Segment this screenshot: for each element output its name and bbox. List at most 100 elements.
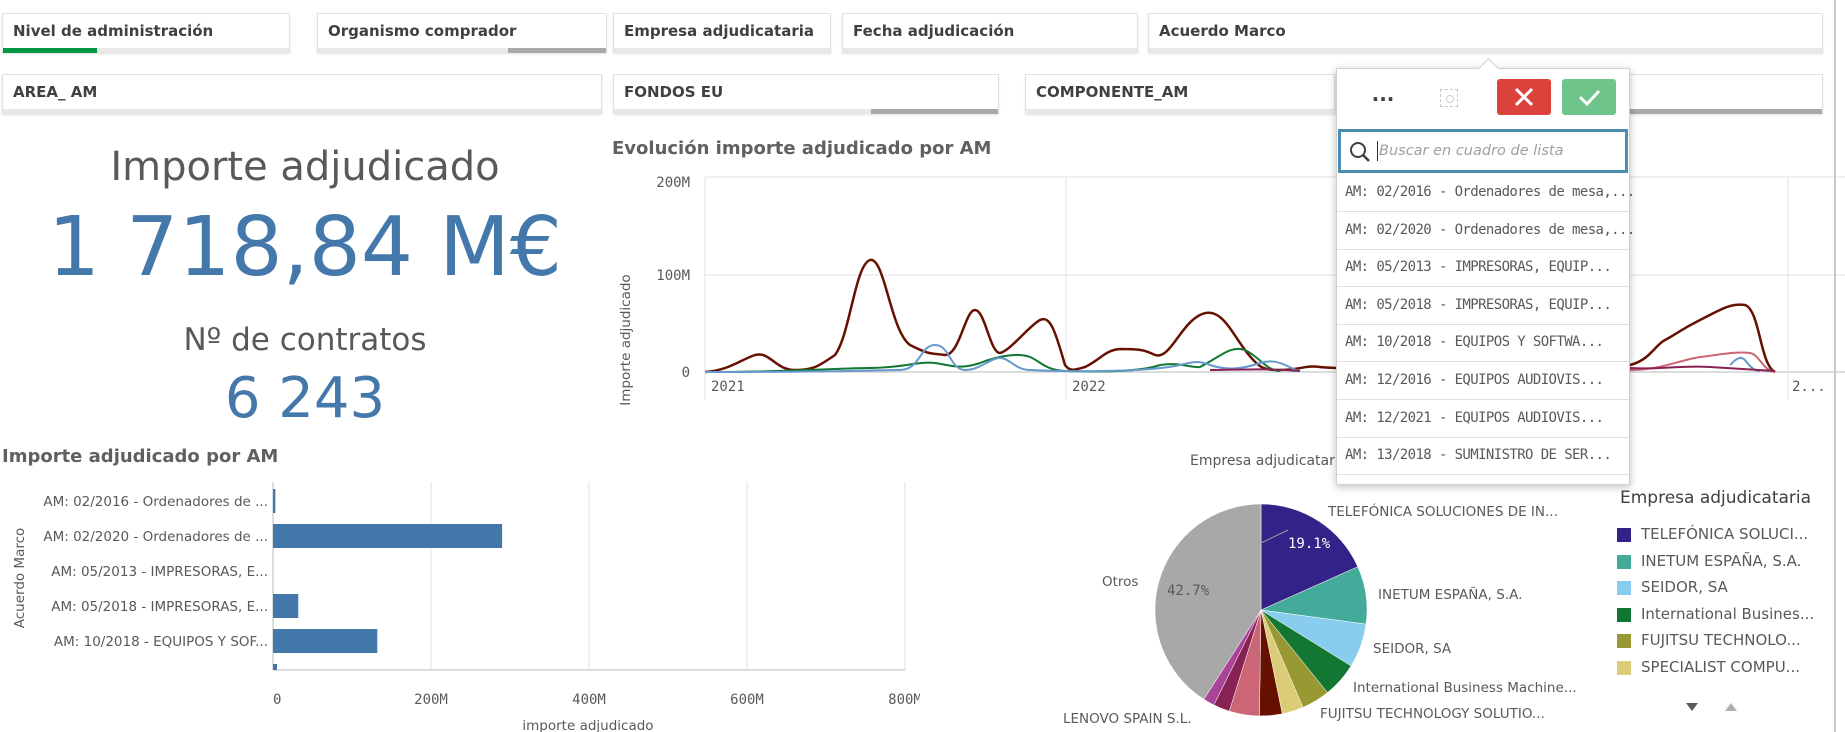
acuerdo-marco-listbox-popup: ... Buscar en cuadro de lista AM: 02/201… bbox=[1336, 57, 1635, 485]
listbox-item[interactable]: AM: 12/2021 - EQUIPOS AUDIOVIS... bbox=[1337, 401, 1629, 438]
pie-slice-0[interactable] bbox=[1260, 503, 1359, 611]
filter-label: FONDOS EU bbox=[624, 83, 724, 101]
filter-r1-4[interactable]: Acuerdo Marco bbox=[1148, 13, 1823, 53]
series-line-green bbox=[704, 347, 1281, 373]
listbox-search-field[interactable]: Buscar en cuadro de lista bbox=[1338, 129, 1628, 173]
legend-label: INETUM ESPAÑA, S.A. bbox=[1641, 551, 1802, 570]
excluded-segment bbox=[871, 109, 998, 114]
listbox-item[interactable]: AM: 02/2016 - Ordenadores de mesa,... bbox=[1337, 175, 1635, 212]
listbox-item[interactable]: AM: 10/2018 - EQUIPOS Y SOFTWA... bbox=[1337, 325, 1629, 363]
filter-label: COMPONENTE_AM bbox=[1036, 83, 1189, 101]
bar-chart[interactable]: Acuerdo Marco AM: 02/2016 - Ordenadores … bbox=[0, 470, 920, 732]
pie-chart[interactable]: TELEFÓNICA SOLUCIONES DE IN... INETUM ES… bbox=[1060, 480, 1620, 732]
importe-label: Importe adjudicado bbox=[110, 144, 500, 190]
filter-r2-0[interactable]: AREA_ AM bbox=[2, 74, 602, 114]
listbox-item-label: AM: 10/2018 - EQUIPOS Y SOFTWA... bbox=[1345, 334, 1604, 351]
bar-1[interactable] bbox=[273, 524, 503, 548]
bar-0[interactable] bbox=[273, 489, 276, 513]
bar-xtick: 0 bbox=[273, 692, 281, 708]
series-line-pink bbox=[1629, 351, 1776, 373]
legend-label: TELEFÓNICA SOLUCI... bbox=[1641, 525, 1809, 543]
pie-label-ibm: International Business Machine... bbox=[1353, 680, 1577, 696]
listbox-search-placeholder: Buscar en cuadro de lista bbox=[1379, 143, 1564, 159]
filter-selection-bar bbox=[614, 109, 998, 114]
pie-label-inetum: INETUM ESPAÑA, S.A. bbox=[1378, 586, 1522, 603]
bar-xtick: 600M bbox=[730, 692, 764, 708]
excluded-segment bbox=[508, 48, 606, 53]
pie-slice-10[interactable] bbox=[1154, 503, 1262, 700]
contratos-value: 6 243 bbox=[224, 366, 386, 431]
legend-swatch bbox=[1617, 528, 1631, 542]
importe-value: 1 718,84 M€ bbox=[47, 200, 563, 295]
cancel-selection-button[interactable] bbox=[1497, 79, 1551, 115]
selections-tool-icon[interactable] bbox=[1440, 89, 1458, 107]
filter-selection-bar bbox=[1149, 48, 1822, 53]
filter-r2-1[interactable]: FONDOS EU bbox=[613, 74, 999, 114]
line-ytick-0: 0 bbox=[682, 365, 690, 381]
listbox-item-label: AM: 05/2018 - IMPRESORAS, EQUIP... bbox=[1345, 296, 1612, 313]
bar-category-label: AM: 10/2018 - EQUIPOS Y SOF... bbox=[54, 634, 268, 650]
close-icon bbox=[1514, 87, 1534, 107]
pie-label-fujitsu: FUJITSU TECHNOLOGY SOLUTIO... bbox=[1320, 706, 1545, 722]
listbox-item-label: AM: 05/2013 - IMPRESORAS, EQUIP... bbox=[1345, 259, 1612, 276]
listbox-item[interactable]: AM: 02/2020 - Ordenadores de mesa,... bbox=[1337, 213, 1635, 250]
more-options-button[interactable]: ... bbox=[1371, 82, 1395, 106]
search-icon bbox=[1350, 142, 1370, 162]
listbox-item[interactable]: AM: 05/2018 - IMPRESORAS, EQUIP... bbox=[1337, 288, 1629, 325]
legend-label: International Busines... bbox=[1641, 604, 1815, 623]
line-xtick-next: 2... bbox=[1792, 379, 1826, 395]
line-xtick-2021: 2021 bbox=[711, 379, 745, 395]
bar-3[interactable] bbox=[273, 594, 299, 618]
bar-4[interactable] bbox=[273, 629, 378, 653]
filter-label: Fecha adjudicación bbox=[853, 22, 1015, 40]
listbox-item[interactable]: AM: 12/2016 - EQUIPOS AUDIOVIS... bbox=[1337, 363, 1629, 400]
filter-r1-0[interactable]: Nivel de administración bbox=[2, 13, 290, 53]
page-scrollbar[interactable] bbox=[1834, 0, 1836, 732]
filter-label: Empresa adjudicataria bbox=[624, 22, 814, 40]
bar-xtick: 800M bbox=[888, 692, 920, 708]
bar-category-label: AM: 05/2013 - IMPRESORAS, E... bbox=[51, 564, 268, 580]
series-line-purple bbox=[1209, 365, 1776, 372]
filter-r1-1[interactable]: Organismo comprador bbox=[317, 13, 607, 53]
listbox-item[interactable]: AM: 13/2018 - SUMINISTRO DE SER... bbox=[1337, 438, 1629, 476]
line-xtick-2022: 2022 bbox=[1072, 379, 1106, 395]
bar-xtick: 200M bbox=[414, 692, 448, 708]
line-chart-title: Evolución importe adjudicado por AM bbox=[612, 138, 992, 159]
filter-r2-2[interactable]: COMPONENTE_AM bbox=[1025, 74, 1335, 114]
legend-swatch bbox=[1617, 634, 1631, 648]
selected-segment bbox=[3, 48, 98, 53]
bar-chart-title: Importe adjudicado por AM bbox=[2, 446, 279, 467]
listbox-item-label: AM: 12/2016 - EQUIPOS AUDIOVIS... bbox=[1345, 372, 1604, 388]
bar-category-label: AM: 02/2020 - Ordenadores de ... bbox=[43, 529, 268, 545]
line-ytick-200m: 200M bbox=[656, 175, 690, 191]
bar-partial[interactable] bbox=[273, 664, 277, 670]
filter-label: Organismo comprador bbox=[328, 22, 517, 40]
legend-swatch bbox=[1617, 607, 1631, 622]
check-icon bbox=[1578, 89, 1601, 107]
filter-r1-3[interactable]: Fecha adjudicación bbox=[842, 13, 1138, 53]
filter-label: Nivel de administración bbox=[13, 22, 214, 40]
confirm-selection-button[interactable] bbox=[1562, 79, 1616, 115]
legend-label: SPECIALIST COMPU... bbox=[1641, 657, 1800, 676]
listbox-item-label: AM: 02/2016 - Ordenadores de mesa,... bbox=[1345, 184, 1635, 200]
line-chart[interactable]: Importe adjudicado 200M 100M 0 2021 2022… bbox=[600, 165, 1845, 405]
listbox-item[interactable]: AM: 05/2013 - IMPRESORAS, EQUIP... bbox=[1337, 250, 1629, 288]
filter-r1-2[interactable]: Empresa adjudicataria bbox=[613, 13, 831, 53]
legend-scroll-down-icon[interactable] bbox=[1686, 703, 1698, 711]
series-line-dark-red bbox=[704, 258, 1776, 374]
bar-chart-xlabel: importe adjudicado bbox=[522, 718, 653, 732]
bar-chart-ylabel: Acuerdo Marco bbox=[12, 528, 28, 629]
pie-label-seidor: SEIDOR, SA bbox=[1373, 641, 1452, 657]
filter-selection-bar bbox=[3, 48, 289, 53]
legend-swatch bbox=[1617, 554, 1631, 569]
bar-xtick: 400M bbox=[572, 692, 606, 708]
filter-label: AREA_ AM bbox=[13, 83, 98, 101]
line-ytick-100m: 100M bbox=[656, 268, 690, 284]
legend-scroll-up-icon[interactable] bbox=[1725, 703, 1737, 711]
filter-selection-bar bbox=[3, 109, 601, 114]
filter-selection-bar bbox=[318, 48, 606, 53]
line-chart-ylabel: Importe adjudicado bbox=[618, 274, 634, 405]
legend-label: SEIDOR, SA bbox=[1641, 578, 1728, 596]
filter-selection-bar bbox=[614, 48, 830, 53]
bar-category-label: AM: 02/2016 - Ordenadores de ... bbox=[43, 494, 268, 510]
